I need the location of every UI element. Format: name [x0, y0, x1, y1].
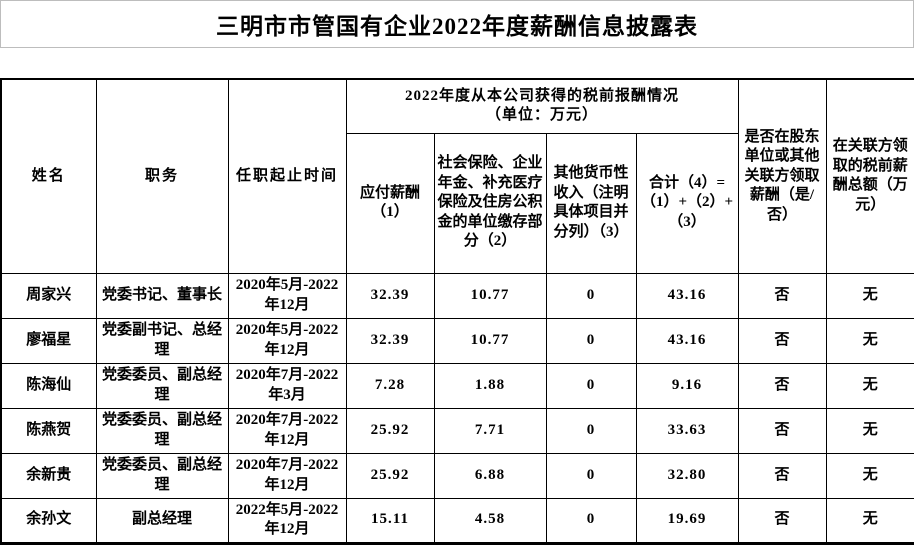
header-other: 其他货币性收入（注明具体项目并分列）（3）	[545, 132, 637, 274]
cell-total: 32.80	[635, 452, 739, 499]
cell-pay: 32.39	[345, 317, 435, 364]
cell-related-amount: 无	[825, 362, 914, 409]
cell-position: 副总经理	[95, 497, 229, 544]
table-row: 余新贵 党委委员、副总经理 2020年7月-2022年12月 25.92 6.8…	[0, 452, 914, 499]
cell-other: 0	[545, 407, 637, 454]
cell-position: 党委委员、副总经理	[95, 362, 229, 409]
table-row: 廖福星 党委副书记、总经理 2020年5月-2022年12月 32.39 10.…	[0, 317, 914, 364]
cell-related-amount: 无	[825, 272, 914, 319]
title-table-spacer	[0, 48, 914, 78]
cell-name: 周家兴	[0, 272, 97, 319]
header-name: 姓名	[0, 78, 97, 274]
cell-related-amount: 无	[825, 317, 914, 364]
cell-social: 10.77	[433, 272, 547, 319]
cell-position: 党委委员、副总经理	[95, 452, 229, 499]
header-term: 任职起止时间	[227, 78, 347, 274]
header-position: 职务	[95, 78, 229, 274]
table-row: 陈燕贺 党委委员、副总经理 2020年7月-2022年12月 25.92 7.7…	[0, 407, 914, 454]
cell-term: 2020年7月-2022年3月	[227, 362, 347, 409]
salary-table: 姓名 职务 任职起止时间 2022年度从本公司获得的税前报酬情况 （单位：万元）…	[0, 78, 914, 545]
cell-social: 4.58	[433, 497, 547, 544]
cell-pay: 32.39	[345, 272, 435, 319]
cell-name: 余孙文	[0, 497, 97, 544]
cell-social: 10.77	[433, 317, 547, 364]
cell-position: 党委副书记、总经理	[95, 317, 229, 364]
cell-pay: 15.11	[345, 497, 435, 544]
cell-related-flag: 否	[737, 497, 827, 544]
cell-pay: 25.92	[345, 452, 435, 499]
cell-related-amount: 无	[825, 452, 914, 499]
cell-term: 2020年7月-2022年12月	[227, 452, 347, 499]
page-title: 三明市市管国有企业2022年度薪酬信息披露表	[0, 0, 914, 48]
cell-term: 2020年5月-2022年12月	[227, 272, 347, 319]
header-social: 社会保险、企业年金、补充医疗保险及住房公积金的单位缴存部分（2）	[433, 132, 547, 274]
cell-related-amount: 无	[825, 497, 914, 544]
cell-other: 0	[545, 497, 637, 544]
cell-related-flag: 否	[737, 272, 827, 319]
table-row: 余孙文 副总经理 2022年5月-2022年12月 15.11 4.58 0 1…	[0, 497, 914, 544]
cell-other: 0	[545, 452, 637, 499]
cell-total: 19.69	[635, 497, 739, 544]
cell-related-flag: 否	[737, 317, 827, 364]
cell-total: 9.16	[635, 362, 739, 409]
cell-pay: 25.92	[345, 407, 435, 454]
cell-name: 陈海仙	[0, 362, 97, 409]
header-related-amount: 在关联方领取的税前薪酬总额（万元）	[825, 78, 914, 274]
cell-name: 余新贵	[0, 452, 97, 499]
table-row: 周家兴 党委书记、董事长 2020年5月-2022年12月 32.39 10.7…	[0, 272, 914, 319]
cell-term: 2020年5月-2022年12月	[227, 317, 347, 364]
header-pretax-group-unit: （单位：万元）	[486, 107, 599, 124]
cell-related-flag: 否	[737, 452, 827, 499]
header-total: 合计（4）=（1）+（2）+（3）	[635, 132, 739, 274]
cell-other: 0	[545, 272, 637, 319]
cell-other: 0	[545, 317, 637, 364]
header-pay: 应付薪酬（1）	[345, 132, 435, 274]
cell-position: 党委书记、董事长	[95, 272, 229, 319]
cell-social: 1.88	[433, 362, 547, 409]
table-row: 陈海仙 党委委员、副总经理 2020年7月-2022年3月 7.28 1.88 …	[0, 362, 914, 409]
header-pretax-group: 2022年度从本公司获得的税前报酬情况 （单位：万元）	[345, 78, 739, 134]
cell-pay: 7.28	[345, 362, 435, 409]
cell-term: 2022年5月-2022年12月	[227, 497, 347, 544]
cell-total: 43.16	[635, 272, 739, 319]
cell-term: 2020年7月-2022年12月	[227, 407, 347, 454]
header-related-flag: 是否在股东单位或其他关联方领取 薪酬（是/否）	[737, 78, 827, 274]
cell-name: 陈燕贺	[0, 407, 97, 454]
cell-total: 43.16	[635, 317, 739, 364]
cell-name: 廖福星	[0, 317, 97, 364]
cell-social: 7.71	[433, 407, 547, 454]
cell-related-amount: 无	[825, 407, 914, 454]
cell-social: 6.88	[433, 452, 547, 499]
header-row-top: 姓名 职务 任职起止时间 2022年度从本公司获得的税前报酬情况 （单位：万元）…	[0, 78, 914, 274]
cell-total: 33.63	[635, 407, 739, 454]
header-pretax-group-title: 2022年度从本公司获得的税前报酬情况	[405, 87, 680, 104]
header-row-sub: 应付薪酬（1） 社会保险、企业年金、补充医疗保险及住房公积金的单位缴存部分（2）…	[1, 132, 914, 274]
cell-position: 党委委员、副总经理	[95, 407, 229, 454]
cell-related-flag: 否	[737, 362, 827, 409]
cell-related-flag: 否	[737, 407, 827, 454]
cell-other: 0	[545, 362, 637, 409]
